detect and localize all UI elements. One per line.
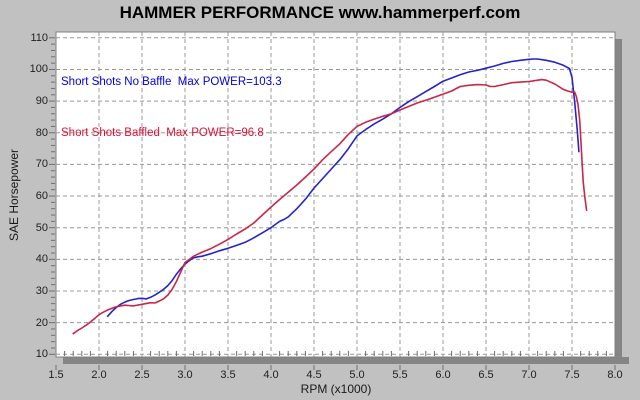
- legend-item-no-baffle: Short Shots No Baffle Max POWER=103.3: [61, 76, 282, 88]
- y-tick-label: 80: [35, 126, 48, 139]
- x-tick-label: 5.0: [349, 369, 365, 381]
- page-title: HAMMER PERFORMANCE www.hammerperf.com: [119, 3, 521, 22]
- y-tick-label: 10: [35, 348, 48, 361]
- x-tick-label: 1.5: [48, 369, 64, 381]
- y-tick-label: 50: [35, 221, 48, 234]
- y-tick-label: 60: [35, 190, 48, 203]
- x-tick-label: 2.5: [134, 369, 150, 381]
- plot-shadow: [63, 39, 629, 364]
- x-tick-label: 4.5: [306, 369, 322, 381]
- y-tick-label: 70: [35, 158, 48, 171]
- baffled-curve: [72, 78, 588, 335]
- no-baffle-curve: [106, 58, 580, 318]
- x-axis-title: RPM (x1000): [300, 382, 372, 396]
- x-tick-label: 7.5: [564, 369, 580, 381]
- x-tick-label: 4.0: [263, 369, 279, 381]
- legend-item-baffled: Short Shots Baffled Max POWER=96.8: [61, 127, 264, 139]
- x-tick-label: 3.0: [177, 369, 193, 381]
- x-tick-label: 3.5: [220, 369, 236, 381]
- y-tick-label: 20: [35, 316, 48, 329]
- x-tick-label: 8.0: [607, 369, 623, 381]
- x-tick-label: 2.0: [91, 369, 107, 381]
- y-tick-label: 100: [29, 63, 48, 76]
- axis-ticks: [49, 37, 616, 370]
- y-tick-label: 110: [30, 31, 48, 44]
- x-tick-label: 6.0: [435, 369, 451, 381]
- x-tick-label: 5.5: [392, 369, 408, 381]
- x-tick-label: 6.5: [478, 369, 494, 381]
- power-curves: [72, 58, 588, 335]
- y-tick-label: 90: [35, 95, 48, 108]
- legend: Short Shots No Baffle Max POWER=103.3 Sh…: [61, 40, 282, 159]
- y-tick-label: 30: [35, 285, 48, 297]
- grid-lines: [56, 32, 615, 357]
- y-axis-title: SAE Horsepower: [7, 148, 21, 242]
- y-tick-label: 40: [35, 253, 48, 266]
- x-tick-label: 7.0: [521, 369, 537, 381]
